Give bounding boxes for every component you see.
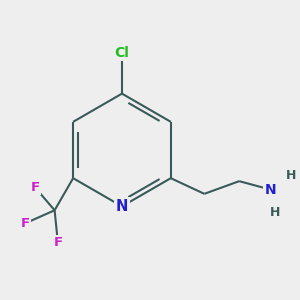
Text: F: F: [53, 236, 62, 249]
Text: Cl: Cl: [115, 46, 129, 60]
Text: H: H: [270, 206, 280, 219]
Text: H: H: [285, 169, 296, 182]
Text: F: F: [21, 217, 30, 230]
Text: N: N: [116, 199, 128, 214]
Text: N: N: [265, 182, 276, 197]
Text: F: F: [31, 181, 40, 194]
